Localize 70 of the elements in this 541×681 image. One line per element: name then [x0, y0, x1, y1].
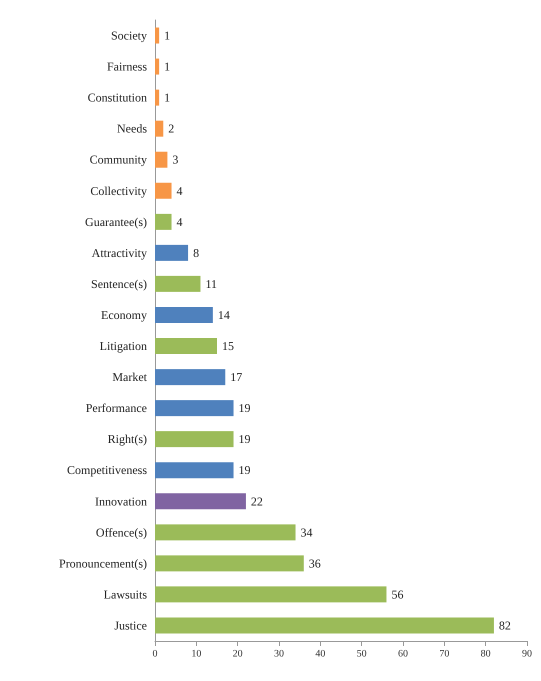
- y-tick-label: Justice: [114, 618, 147, 632]
- y-tick-label: Offence(s): [96, 525, 147, 540]
- x-tick-label: 90: [522, 648, 532, 660]
- y-tick-label: Lawsuits: [104, 587, 148, 602]
- x-tick-label: 20: [232, 648, 243, 660]
- y-tick-label: Constitution: [88, 90, 147, 105]
- y-tick-label: Sentence(s): [91, 276, 147, 291]
- y-tick-label: Collectivity: [90, 184, 147, 198]
- data-label: 11: [205, 276, 218, 291]
- x-tick-label: 30: [274, 648, 284, 660]
- y-tick-label: Pronouncement(s): [59, 556, 147, 570]
- data-label: 36: [308, 556, 321, 570]
- bar: [155, 28, 160, 44]
- bar: [155, 555, 304, 572]
- y-tick-label: Attractivity: [92, 246, 147, 260]
- y-tick-label: Needs: [117, 122, 148, 136]
- data-label: 82: [498, 618, 511, 632]
- data-label: 17: [230, 370, 242, 384]
- bar: [155, 493, 246, 510]
- data-label: 19: [238, 463, 251, 478]
- bar: [155, 462, 234, 478]
- x-tick-label: 50: [356, 648, 367, 660]
- y-tick-label: Litigation: [100, 339, 147, 354]
- data-label: 19: [238, 401, 251, 416]
- bar: [155, 244, 188, 261]
- x-tick-label: 70: [439, 648, 450, 660]
- bar: [155, 400, 234, 416]
- data-label: 14: [218, 308, 230, 322]
- data-label: 15: [222, 339, 234, 354]
- y-tick-label: Innovation: [95, 494, 147, 508]
- bar: [155, 58, 160, 75]
- data-label: 4: [176, 184, 183, 198]
- bar: [155, 152, 168, 168]
- y-tick-label: Competitiveness: [67, 463, 148, 478]
- y-tick-label: Performance: [86, 401, 147, 416]
- y-tick-label: Guarantee(s): [85, 214, 147, 229]
- data-label: 1: [164, 90, 170, 105]
- bar: [155, 524, 296, 540]
- y-tick-label: Economy: [101, 308, 147, 322]
- data-label: 1: [164, 60, 170, 74]
- data-label: 22: [250, 494, 263, 508]
- bar: [155, 431, 234, 448]
- bar: [155, 90, 160, 106]
- data-label: 8: [193, 246, 200, 260]
- x-tick-label: 40: [315, 648, 326, 660]
- bar: [155, 214, 172, 230]
- x-tick-label: 0: [152, 648, 158, 660]
- data-label: 56: [391, 587, 404, 602]
- data-label: 1: [164, 28, 170, 43]
- bar: [155, 369, 226, 386]
- data-label: 4: [176, 214, 183, 229]
- y-tick-label: Market: [112, 370, 148, 384]
- bar: [155, 276, 200, 292]
- bar: [155, 120, 164, 137]
- bar: [155, 617, 494, 634]
- y-tick-label: Right(s): [108, 432, 147, 446]
- x-tick-label: 10: [191, 648, 202, 660]
- y-tick-label: Community: [90, 152, 147, 167]
- x-tick-label: 80: [480, 648, 491, 660]
- data-label: 19: [238, 432, 251, 446]
- x-tick-label: 60: [398, 648, 408, 660]
- data-label: 3: [172, 152, 178, 167]
- data-label: 34: [300, 525, 313, 540]
- data-label: 2: [168, 122, 174, 136]
- bar: [155, 586, 386, 602]
- bar: [155, 182, 172, 199]
- bar: [155, 338, 217, 354]
- y-tick-label: Society: [111, 28, 147, 43]
- bar: [155, 306, 213, 323]
- y-tick-label: Fairness: [107, 60, 148, 74]
